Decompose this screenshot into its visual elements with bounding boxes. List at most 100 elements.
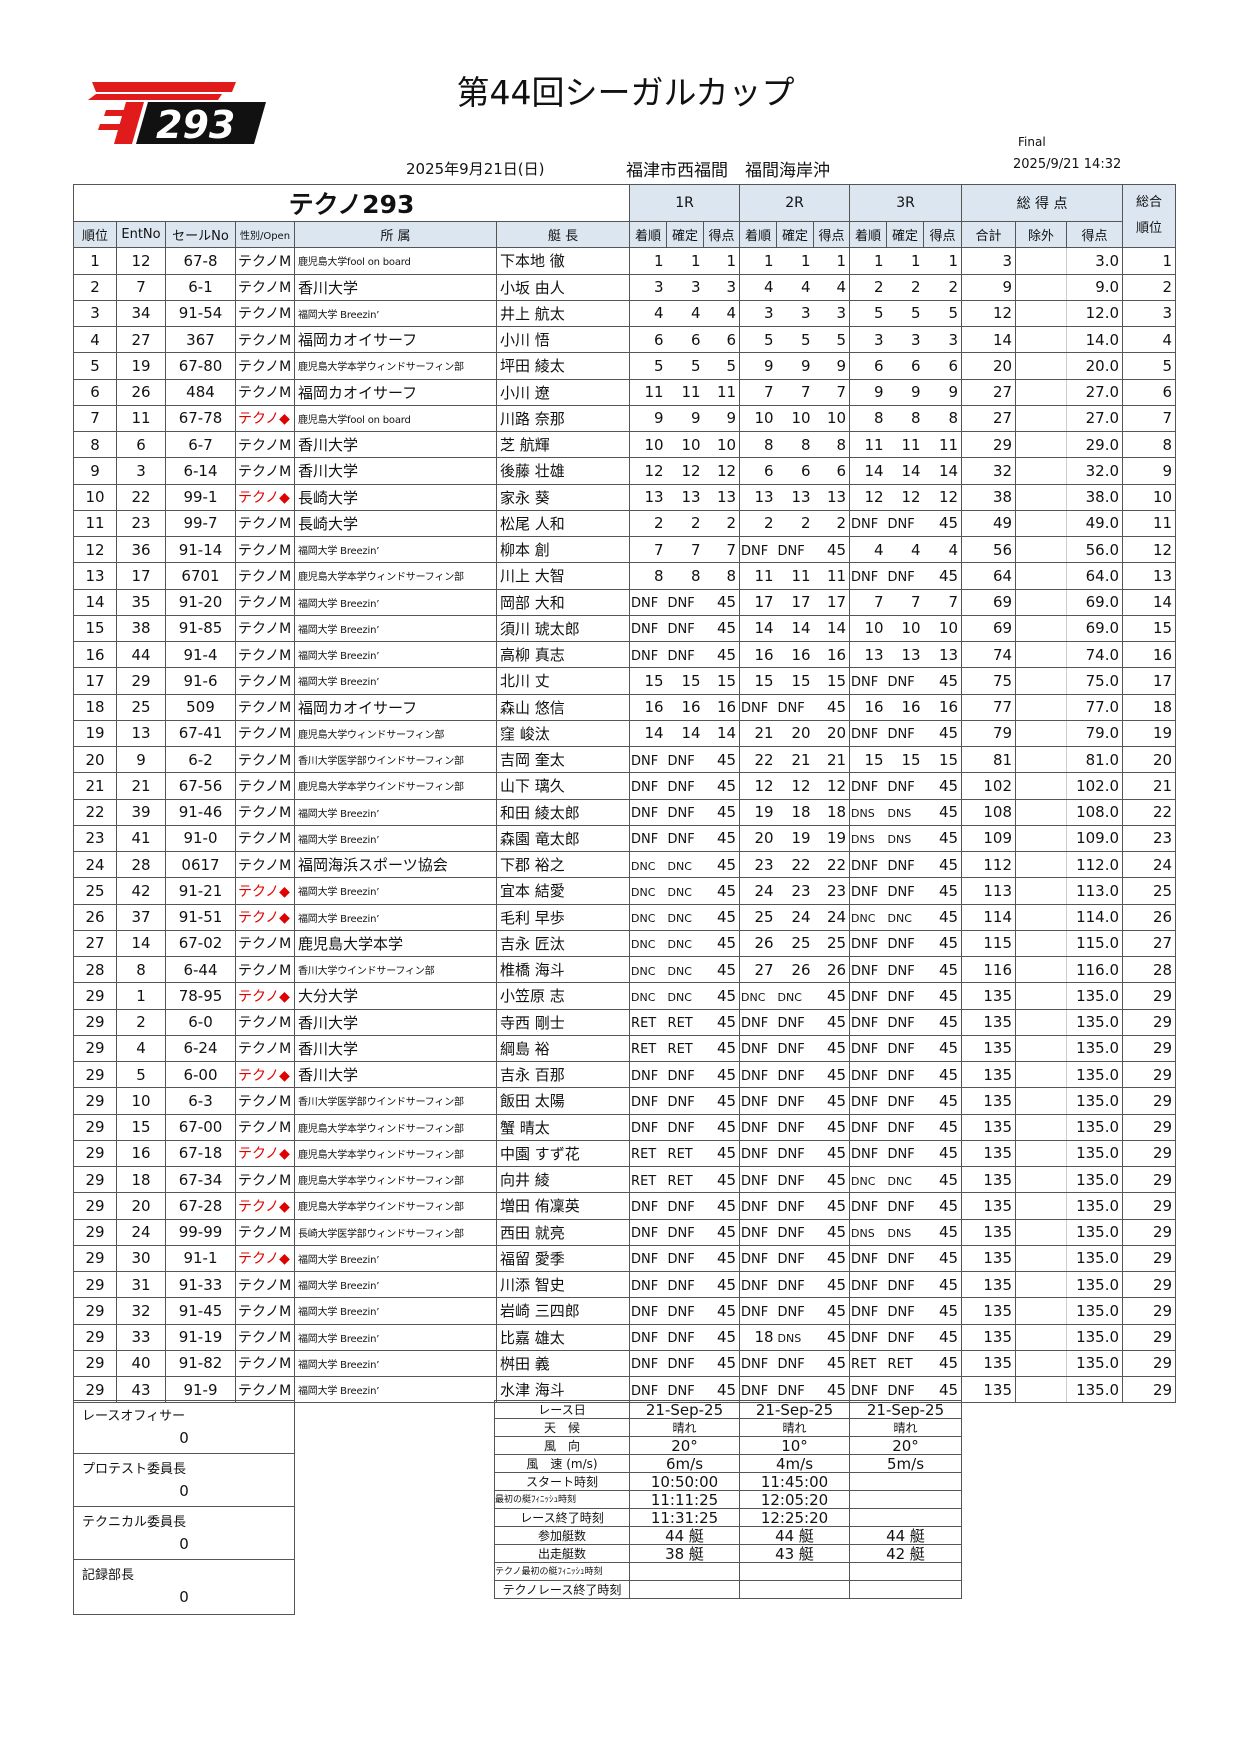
cell-text: 45: [716, 1170, 737, 1189]
cell-3r-confirmed: DNF: [886, 1087, 924, 1115]
cell-2r-confirmed: 22: [776, 850, 814, 879]
cell-overall-rank: 11: [1122, 509, 1177, 538]
cell-text: 20: [131, 1196, 151, 1215]
cell-text: 29: [85, 1380, 105, 1399]
cell-entno: 1: [116, 982, 166, 1010]
cell-text: 向井 綾: [500, 1171, 550, 1190]
cell-text: DNF: [741, 1173, 769, 1189]
cell-3r-confirmed: DNF: [886, 509, 924, 538]
cell-discard: [1015, 325, 1068, 354]
cell-text: 45: [826, 986, 847, 1005]
cell-text: テクノ◆: [238, 1198, 290, 1215]
cell-discard: [1015, 483, 1068, 511]
cell-3r-confirmed: 12: [886, 483, 924, 511]
cell-text: DNF: [851, 1278, 879, 1294]
cell-text: 45: [716, 934, 737, 953]
cell-text: DNF: [667, 753, 695, 769]
cell-2r-points: 21: [813, 745, 851, 774]
t293-logo: 293: [88, 82, 266, 146]
cell-3r-finish: DNS: [849, 824, 887, 853]
cell-overall-rank: 18: [1122, 693, 1177, 721]
cell-text: 24: [85, 855, 105, 874]
cell-text: 29: [85, 986, 105, 1005]
cell-3r-confirmed: DNC: [886, 903, 924, 931]
cell-text: 28: [1152, 960, 1173, 979]
cell-text: 69.0: [1085, 619, 1120, 638]
cell-text: 14: [716, 724, 737, 743]
cell-club: 鹿児島大学本学ウィンドサーフィン部: [294, 562, 497, 590]
cell-text: DNF: [887, 1304, 915, 1320]
cell-text: DNC: [631, 912, 656, 926]
cell-3r-confirmed: DNF: [886, 1192, 924, 1220]
cell-2r-finish: DNF: [739, 1087, 777, 1115]
cell-text: 6: [726, 330, 737, 349]
condition-label: 出走艇数: [494, 1544, 630, 1563]
cell-text: DNC: [631, 938, 656, 952]
cell-text: 井上 航太: [500, 304, 565, 323]
cell-discard: [1015, 667, 1068, 695]
cell-3r-points: 8: [923, 404, 963, 433]
cell-text: 367: [186, 330, 215, 349]
cell-skipper: 北川 丈: [495, 667, 631, 695]
condition-value: 11:45:00: [739, 1472, 850, 1491]
cell-class: テクノM: [235, 1297, 295, 1325]
cell-3r-finish: RET: [849, 1349, 887, 1378]
cell-3r-points: 11: [923, 430, 963, 459]
race-conditions-table: レース日 21-Sep-25 21-Sep-25 21-Sep-25 天 候晴れ 晴れ 晴れ…: [494, 1400, 962, 1599]
cell-text: 10: [864, 619, 884, 638]
cell-1r-finish: RET: [629, 1139, 667, 1168]
cell-rank: 14: [73, 588, 117, 616]
cell-3r-points: 45: [923, 1270, 963, 1299]
cell-total: 79: [961, 719, 1017, 748]
cell-discard: [1015, 535, 1068, 564]
cell-entno: 2: [116, 1008, 166, 1036]
cell-text: 20.0: [1085, 356, 1120, 375]
result-row: 29 18 67-34 テクノM 鹿児島大学本学ウィンドサーフィン部 向井 綾 RET RET…: [73, 1165, 1177, 1194]
cell-rank: 29: [73, 1034, 117, 1063]
cell-text: 45: [716, 1328, 737, 1347]
cell-text: DNC: [667, 912, 692, 926]
cell-text: 102: [983, 776, 1013, 795]
cell-class: テクノM: [235, 588, 295, 616]
cell-text: 135.0: [1076, 1144, 1120, 1163]
cell-text: 135.0: [1076, 1013, 1120, 1032]
cell-text: 福岡大学 Breezin’: [298, 808, 380, 820]
cell-text: DNF: [851, 963, 879, 979]
cell-text: DNC: [631, 964, 656, 978]
cell-1r-points: 45: [703, 614, 741, 643]
cell-skipper: 中園 すず花: [495, 1139, 631, 1168]
cell-1r-finish: 3: [629, 273, 667, 301]
condition-value: 12:25:20: [739, 1508, 850, 1527]
cell-text: 桝田 義: [500, 1354, 550, 1373]
cell-text: 81: [992, 750, 1013, 769]
cell-total: 135: [961, 1034, 1017, 1063]
condition-value: 11:11:25: [629, 1490, 740, 1509]
cell-text: 6-2: [188, 750, 213, 769]
cell-text: テクノM: [238, 1382, 292, 1399]
cell-text: 15: [864, 750, 884, 769]
cell-club: 香川大学医学部ウインドサーフィン部: [294, 1087, 497, 1115]
cell-rank: 29: [73, 1297, 117, 1325]
cell-1r-finish: DNC: [629, 982, 667, 1010]
cell-class: テクノM: [235, 1270, 295, 1299]
cell-text: DNF: [851, 1252, 879, 1268]
cell-text: DNF: [741, 701, 769, 717]
cell-1r-points: 45: [703, 1034, 741, 1063]
condition-value: [849, 1472, 962, 1491]
result-row: 7 11 67-78 テクノ◆ 鹿児島大学fool on board 川路 奈那 9 9 9 10…: [73, 404, 1177, 433]
cell-overall-rank: 17: [1122, 667, 1177, 695]
cell-text: DNF: [887, 937, 915, 953]
cell-text: 福岡大学 Breezin’: [298, 1254, 380, 1266]
cell-text: DNF: [631, 596, 659, 612]
cell-1r-finish: 7: [629, 535, 667, 564]
cell-text: 109.0: [1076, 829, 1120, 848]
cell-text: DNF: [851, 517, 879, 533]
cell-text: DNC: [667, 885, 692, 899]
cell-total: 3: [961, 247, 1017, 275]
cell-text: 3: [1002, 251, 1013, 270]
cell-text: 5: [836, 330, 847, 349]
cell-discard: [1015, 1270, 1068, 1299]
cell-net-points: 135.0: [1066, 1087, 1124, 1115]
cell-rank: 12: [73, 535, 117, 564]
cell-rank: 18: [73, 693, 117, 721]
